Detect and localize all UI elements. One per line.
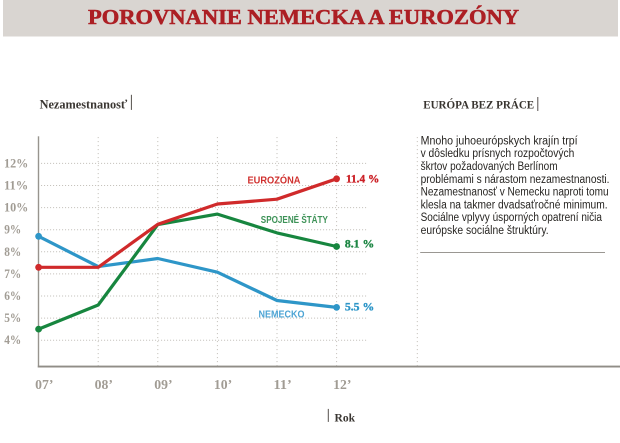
svg-text:Nezamestnanosť v Nemecku napro: Nezamestnanosť v Nemecku naproti tomu (421, 187, 609, 199)
svg-text:EURÓPA BEZ PRÁCE: EURÓPA BEZ PRÁCE (423, 98, 534, 112)
svg-text:európske sociálne štruktúry.: európske sociálne štruktúry. (421, 225, 549, 237)
svg-text:09’: 09’ (154, 377, 172, 392)
svg-text:6%: 6% (4, 289, 21, 303)
svg-text:8%: 8% (4, 245, 21, 259)
svg-text:5%: 5% (4, 311, 21, 325)
svg-text:10’: 10’ (214, 377, 232, 392)
svg-text:škrtov požadovaných Berlínom: škrtov požadovaných Berlínom (421, 161, 558, 173)
svg-text:07’: 07’ (35, 377, 53, 392)
svg-text:Mnoho juhoeurópskych krajín tr: Mnoho juhoeurópskych krajín trpí (421, 135, 579, 147)
svg-text:5.5 %: 5.5 % (345, 301, 374, 313)
svg-text:Rok: Rok (335, 413, 356, 425)
svg-text:POROVNANIE NEMECKA A EUROZÓNY: POROVNANIE NEMECKA A EUROZÓNY (88, 5, 519, 29)
svg-text:08’: 08’ (95, 377, 113, 392)
svg-text:9%: 9% (4, 223, 21, 237)
svg-text:EUROZÓNA: EUROZÓNA (248, 174, 301, 187)
svg-text:10%: 10% (4, 201, 28, 215)
svg-text:11.4 %: 11.4 % (346, 173, 379, 185)
svg-text:klesla na takmer dvadsaťročné: klesla na takmer dvadsaťročné minimum. (421, 199, 608, 211)
svg-text:problémami s nárastom nezamest: problémami s nárastom nezamestnanosti. (421, 174, 610, 186)
svg-text:11%: 11% (4, 179, 28, 193)
svg-text:7%: 7% (4, 267, 21, 281)
svg-text:NEMECKO: NEMECKO (259, 310, 305, 321)
svg-text:8.1 %: 8.1 % (345, 238, 374, 250)
svg-text:Nezamestnanosť: Nezamestnanosť (40, 98, 128, 112)
svg-text:12’: 12’ (333, 377, 351, 392)
svg-text:11’: 11’ (274, 377, 292, 392)
svg-text:Sociálne vplyvy úsporných opat: Sociálne vplyvy úsporných opatrení ničia (421, 212, 603, 224)
svg-text:12%: 12% (4, 156, 28, 170)
svg-text:4%: 4% (4, 333, 21, 347)
svg-text:v dôsledku prísnych rozpočtový: v dôsledku prísnych rozpočtových (421, 148, 575, 160)
svg-text:SPOJENÉ ŠTÁTY: SPOJENÉ ŠTÁTY (261, 213, 328, 226)
